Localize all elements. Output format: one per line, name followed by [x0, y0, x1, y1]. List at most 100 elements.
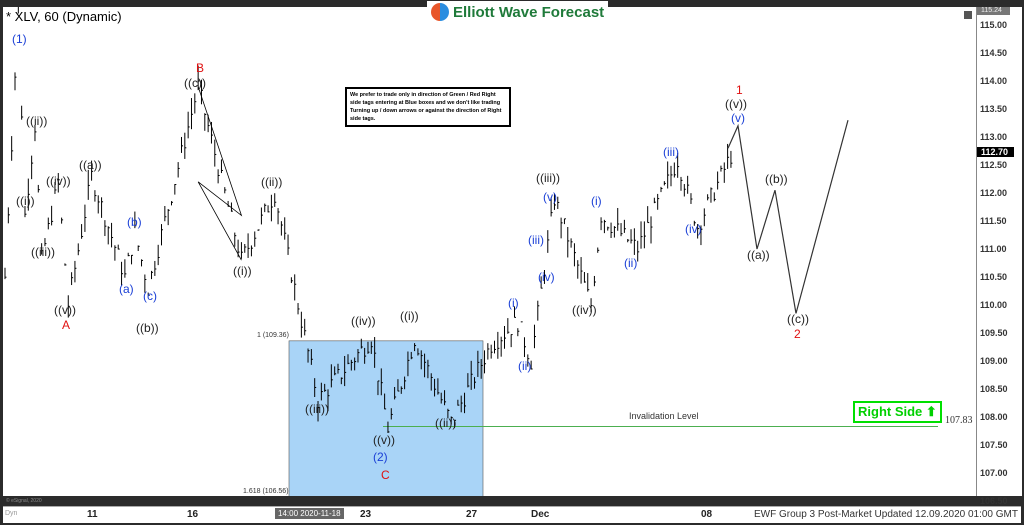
- y-tick: 113.50: [980, 104, 1008, 114]
- ohlc-bar: [377, 380, 380, 396]
- ohlc-bar: [51, 205, 54, 226]
- ohlc-bar: [464, 392, 467, 414]
- ohlc-bar: [367, 341, 370, 354]
- wave-label: ((iv)): [572, 303, 597, 317]
- trading-note: We prefer to trade only in direction of …: [345, 87, 511, 127]
- ohlc-bar: [390, 408, 393, 420]
- ohlc-bar: [404, 376, 407, 390]
- wedge-line: [197, 86, 243, 261]
- ohlc-bar: [287, 234, 290, 255]
- y-tick: 111.50: [980, 216, 1007, 226]
- wave-label: (i): [508, 296, 519, 310]
- ohlc-bar: [344, 355, 347, 387]
- x-tick: Dec: [531, 509, 550, 520]
- ohlc-bar: [147, 292, 150, 296]
- ohlc-bar: [280, 221, 283, 236]
- ohlc-bar: [410, 351, 413, 360]
- plot-area[interactable]: * XLV, 60 (Dynamic) Elliott Wave Forecas…: [3, 1, 976, 504]
- ohlc-bar: [97, 195, 100, 214]
- fib-1618-label: 1.618 (106.56): [243, 488, 289, 495]
- expand-icon[interactable]: [964, 11, 972, 19]
- ohlc-bar: [197, 65, 200, 91]
- ohlc-bar: [380, 368, 383, 396]
- ohlc-bar: [434, 378, 437, 397]
- ohlc-bar: [91, 160, 94, 181]
- ohlc-bar: [627, 239, 630, 243]
- ohlc-bar: [477, 350, 480, 377]
- wave-label: (iv): [538, 270, 555, 284]
- wave-label: (a): [119, 282, 134, 296]
- ohlc-bar: [71, 272, 74, 286]
- ohlc-bar: [387, 421, 390, 433]
- ohlc-bar: [61, 217, 64, 224]
- ohlc-bar: [424, 353, 427, 378]
- ohlc-bar: [603, 219, 606, 234]
- y-tick: 115.00: [980, 20, 1008, 30]
- wave-label: (i): [591, 194, 602, 208]
- wave-label: (b): [127, 215, 142, 229]
- ohlc-bar: [693, 220, 696, 226]
- ohlc-bar: [47, 217, 50, 230]
- y-tick: 113.00: [980, 132, 1008, 142]
- ohlc-bar: [7, 207, 10, 224]
- ohlc-bar: [557, 196, 560, 209]
- price-chart: [4, 7, 938, 496]
- wave-label: (c): [143, 289, 157, 303]
- ohlc-bar: [350, 359, 353, 371]
- ohlc-bar: [190, 98, 193, 130]
- wave-label: ((i)): [233, 264, 252, 278]
- ohlc-bar: [220, 159, 223, 174]
- logo: Elliott Wave Forecast: [427, 1, 609, 23]
- wave-label: ((ii)): [261, 175, 283, 189]
- ohlc-bar: [210, 121, 213, 144]
- ohlc-bar: [177, 162, 180, 178]
- time-axis[interactable]: Dyn 14:00 2020-11-18 EWF Group 3 Post-Ma…: [3, 506, 1021, 523]
- ohlc-bar: [297, 303, 300, 315]
- ohlc-bar: [244, 244, 247, 253]
- ohlc-bar: [513, 306, 516, 318]
- ohlc-bar: [124, 259, 127, 278]
- ohlc-bar: [24, 206, 27, 218]
- ohlc-bar: [354, 357, 357, 371]
- projection-path: [727, 120, 849, 314]
- ohlc-bar: [620, 223, 623, 237]
- ohlc-bar: [324, 383, 327, 392]
- ohlc-bar: [171, 201, 173, 206]
- ohlc-bar: [497, 331, 500, 359]
- wave-label: (iii): [663, 145, 679, 159]
- ohlc-bar: [697, 224, 700, 239]
- logo-icon: [431, 3, 449, 21]
- ohlc-bar: [660, 186, 663, 193]
- wave-label: (2): [373, 450, 388, 464]
- ohlc-bar: [131, 254, 134, 265]
- cursor-time: 14:00 2020-11-18: [275, 508, 344, 519]
- ohlc-bar: [667, 161, 670, 189]
- ohlc-bar: [647, 206, 650, 224]
- wave-label: A: [62, 318, 71, 332]
- wave-label: (1): [12, 32, 27, 46]
- ohlc-bar: [277, 208, 280, 225]
- invalidation-label: Invalidation Level: [629, 411, 699, 421]
- ohlc-bar: [360, 338, 363, 349]
- wave-label: ((c)): [787, 312, 809, 326]
- ohlc-bar: [184, 132, 187, 159]
- ohlc-bar: [300, 311, 303, 338]
- y-tick: 110.00: [980, 300, 1008, 310]
- wave-label: (ii): [624, 256, 638, 270]
- ohlc-bar: [537, 300, 540, 321]
- ohlc-bar: [560, 217, 563, 239]
- wave-label: (ii): [518, 359, 532, 373]
- ohlc-bar: [633, 228, 636, 255]
- ohlc-bar: [517, 328, 520, 337]
- ohlc-bar: [723, 162, 726, 183]
- ohlc-bar: [44, 238, 47, 247]
- ohlc-bar: [710, 187, 713, 203]
- ohlc-bar: [523, 337, 526, 358]
- wave-label: ((c)): [184, 76, 206, 90]
- ohlc-bar: [460, 395, 463, 413]
- price-axis[interactable]: 115.00 114.50 114.00 113.50 113.00 112.50 112.…: [976, 7, 1022, 506]
- wave-label: ((a)): [79, 158, 102, 172]
- ohlc-bar: [84, 204, 87, 232]
- ohlc-bar: [657, 193, 660, 210]
- ohlc-bar: [450, 416, 453, 425]
